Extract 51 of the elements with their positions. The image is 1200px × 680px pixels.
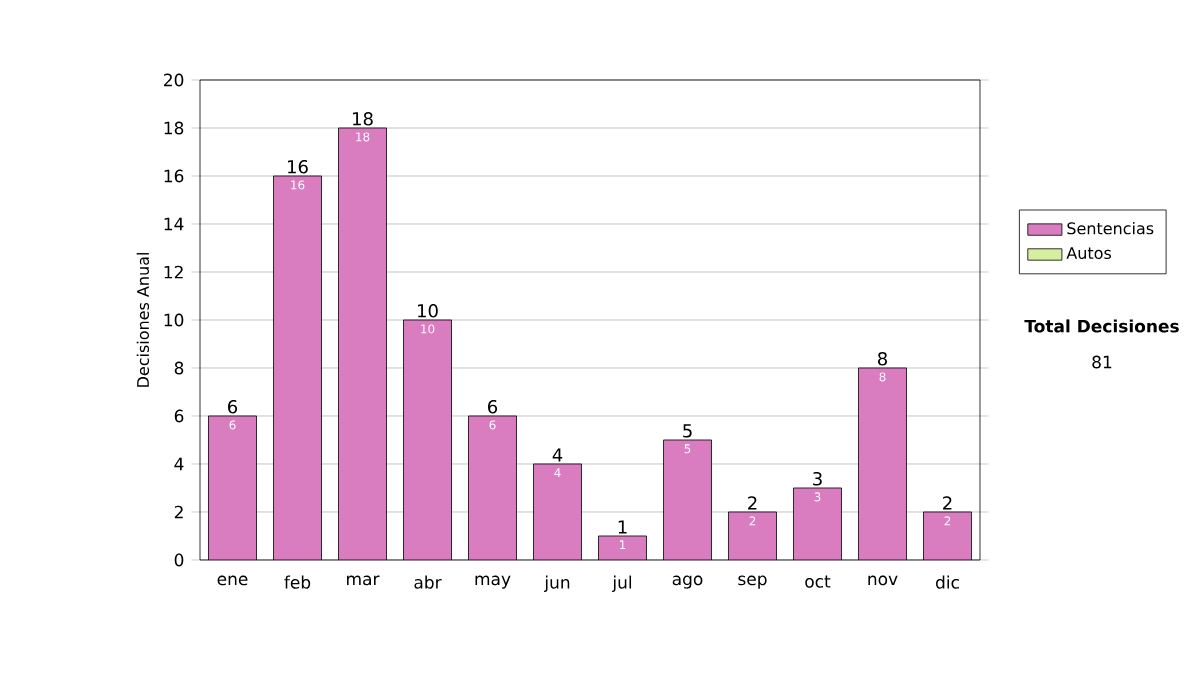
text: 18 <box>353 111 373 126</box>
x-tick-label: nov <box>868 575 898 586</box>
y-tick-label: 16 <box>164 169 184 183</box>
x-tick-label: mar <box>347 575 380 586</box>
x-tick-label: oct <box>805 575 831 588</box>
y-tick-label: 0 <box>174 553 184 567</box>
text: 2 <box>943 496 952 510</box>
y-tick-label: 4 <box>174 457 184 471</box>
text: 8 <box>877 351 887 366</box>
text: Total Decisiones <box>1024 319 1179 333</box>
bar <box>663 439 712 560</box>
y-tick-label: 18 <box>164 121 184 135</box>
y-tick-label: 12 <box>164 265 183 279</box>
legend-label: Sentencias <box>1067 222 1154 235</box>
x-tick-label: ago <box>672 575 703 589</box>
y-tick-label: 6 <box>174 409 184 423</box>
x-tick-label: feb <box>284 575 311 589</box>
text: 2 <box>748 496 757 510</box>
bar <box>338 127 387 560</box>
x-tick-label: may <box>475 575 511 589</box>
x-tick-label: sep <box>738 575 767 589</box>
x-tick-label: jun <box>544 575 570 593</box>
bar <box>208 415 257 560</box>
y-tick-label: 20 <box>164 73 184 87</box>
y-tick-label: 8 <box>174 361 184 375</box>
text: 4 <box>552 448 563 462</box>
text: 16 <box>288 159 308 174</box>
text: 81 <box>1092 355 1112 369</box>
legend-label: Autos <box>1066 247 1112 260</box>
text: 5 <box>683 424 692 438</box>
text: 6 <box>488 399 498 414</box>
y-tick-label: 2 <box>174 505 183 519</box>
y-axis-title: Decisiones Anual <box>136 253 150 387</box>
bar <box>273 175 322 560</box>
x-tick-label: dic <box>936 575 959 589</box>
bar <box>533 463 582 560</box>
bar <box>728 511 777 560</box>
bar <box>468 415 517 560</box>
y-tick-label: 10 <box>164 313 184 327</box>
y-tick-label: 14 <box>164 217 184 231</box>
x-tick-label: jul <box>612 575 632 593</box>
x-tick-label: ene <box>217 575 248 586</box>
text: 6 <box>228 399 238 414</box>
text: 3 <box>813 471 822 486</box>
bar <box>923 511 972 560</box>
text: 10 <box>418 303 438 318</box>
bar <box>403 319 452 560</box>
text: 1 <box>618 520 627 534</box>
bar <box>793 487 842 560</box>
x-tick-label: abr <box>414 575 442 589</box>
bar <box>858 367 907 560</box>
